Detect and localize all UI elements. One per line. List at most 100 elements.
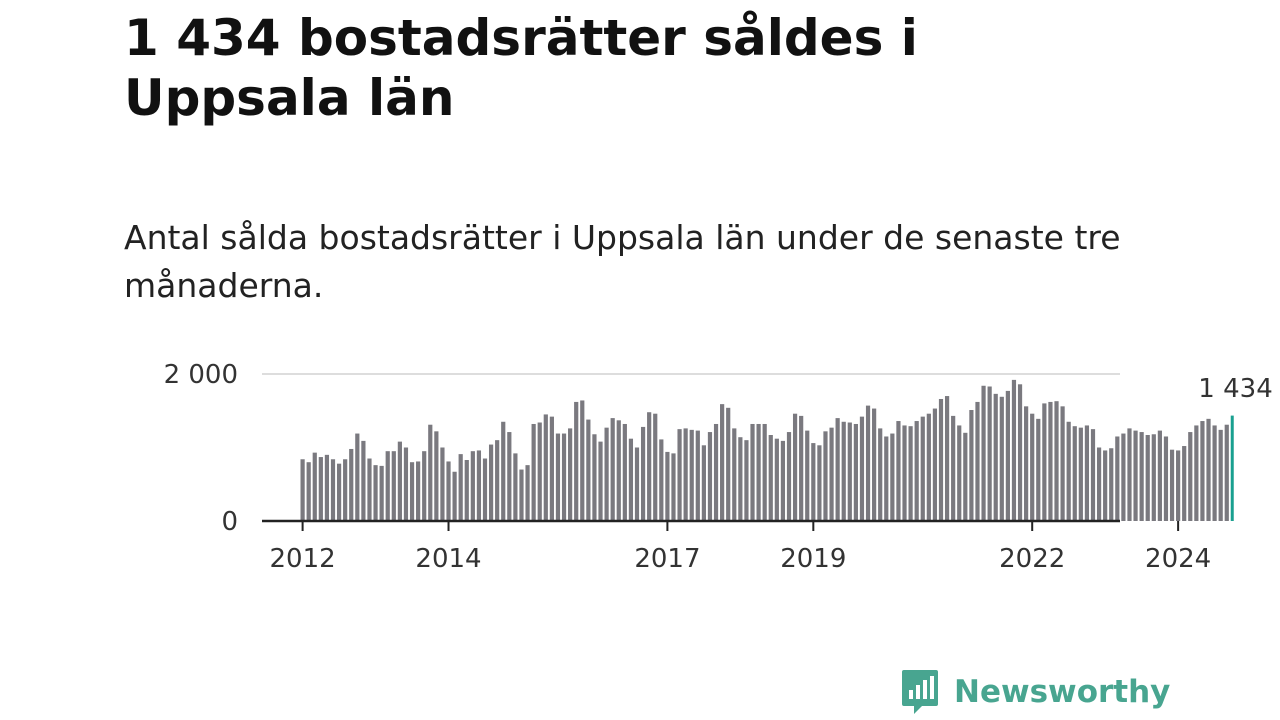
bar: [896, 421, 901, 521]
bar: [1139, 432, 1144, 521]
bar: [647, 412, 652, 521]
x-tick-label: 2024: [1145, 544, 1211, 574]
bar: [744, 440, 749, 521]
bar: [525, 465, 530, 521]
bar: [640, 426, 646, 521]
x-tick-label: 2014: [415, 544, 481, 574]
bar: [513, 453, 518, 521]
bar: [537, 422, 542, 521]
bar: [920, 416, 925, 521]
bar: [318, 457, 323, 521]
bar: [865, 405, 871, 521]
bar: [592, 434, 597, 521]
bar: [665, 451, 670, 521]
bar: [355, 433, 360, 521]
bar: [969, 410, 974, 521]
bar: [1103, 450, 1108, 521]
bar: [792, 413, 798, 521]
bar: [683, 428, 688, 521]
bar: [568, 428, 573, 521]
bar: [1005, 390, 1010, 521]
bar: [531, 423, 536, 521]
bar: [1182, 446, 1187, 521]
bar: [416, 461, 421, 521]
bar: [1084, 425, 1090, 521]
bar: [829, 427, 834, 521]
bar: [1024, 406, 1029, 521]
bar: [428, 424, 433, 521]
bar: [482, 458, 488, 521]
bar: [811, 443, 816, 521]
bar: [379, 465, 384, 522]
bar: [1127, 428, 1132, 521]
bar: [476, 450, 482, 521]
bar: [872, 408, 877, 521]
bar: [902, 425, 907, 521]
bar: [1169, 449, 1175, 521]
bar: [1157, 430, 1162, 521]
bar: [1212, 425, 1217, 521]
bar: [1109, 448, 1114, 521]
bar: [555, 433, 561, 521]
bar: [756, 423, 761, 521]
bar: [817, 445, 822, 521]
bar: [914, 421, 919, 521]
bar: [859, 416, 865, 521]
bar: [987, 386, 992, 521]
bar: [981, 385, 986, 521]
bar: [951, 415, 956, 521]
bar: [1096, 447, 1102, 521]
bar: [762, 423, 767, 521]
newsworthy-chart-bubble-icon: [902, 670, 938, 714]
bar: [1133, 430, 1138, 521]
bar: [549, 416, 554, 521]
bars-layer: [300, 379, 1234, 522]
newsworthy-logo-text: Newsworthy: [954, 674, 1171, 710]
bar: [622, 423, 627, 521]
bar: [385, 451, 390, 521]
bar: [750, 423, 755, 521]
bar: [999, 396, 1004, 521]
bar: [926, 413, 931, 521]
bar: [1066, 421, 1071, 521]
bar: [853, 423, 858, 521]
bar: [349, 448, 354, 521]
bar: [1030, 413, 1035, 521]
bar: [336, 463, 342, 521]
bar: [841, 421, 846, 521]
bar: [975, 401, 980, 521]
x-tick-label: 2022: [999, 544, 1065, 574]
bar: [1194, 425, 1199, 521]
bar: [944, 396, 950, 521]
bar: [938, 398, 944, 521]
bar: [878, 428, 883, 521]
y-tick-label: 2 000: [164, 360, 238, 390]
bar: [367, 458, 372, 521]
bar: [847, 422, 852, 521]
bar: [1017, 384, 1023, 521]
bar: [409, 462, 415, 521]
bar: [774, 438, 779, 521]
bar: [1224, 424, 1229, 521]
bar: [1078, 427, 1083, 521]
bar: [932, 408, 938, 521]
bar: [300, 459, 305, 521]
bar: [713, 423, 719, 521]
bar: [1206, 418, 1211, 521]
bar: [306, 462, 311, 521]
bar: [422, 451, 427, 521]
x-tick-label: 2019: [780, 544, 846, 574]
bar: [963, 432, 968, 521]
bar: [908, 426, 913, 521]
bar: [823, 431, 828, 521]
bar: [561, 433, 567, 521]
bar: [701, 445, 706, 521]
bar: [373, 465, 378, 521]
bar: [799, 415, 804, 521]
y-tick-label: 0: [221, 507, 238, 537]
bar: [1188, 432, 1193, 521]
bar: [586, 419, 591, 521]
bar: [835, 418, 840, 521]
bar: [343, 459, 348, 521]
bar: [1115, 436, 1120, 521]
